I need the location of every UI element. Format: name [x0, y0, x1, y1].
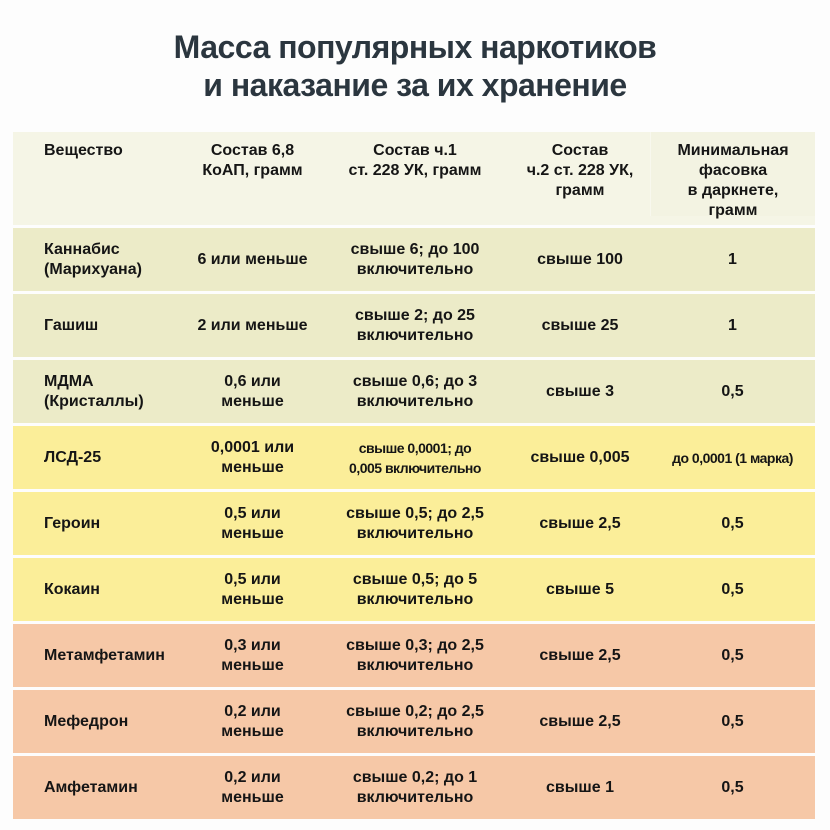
cell-uk1: свыше 0,6; до 3 включительно — [352, 372, 478, 410]
cell-uk1: свыше 0,2; до 1 включительно — [352, 768, 478, 806]
page-title: Масса популярных наркотиков и наказание … — [0, 28, 830, 104]
header-uk-part2: Состав ч.2 ст. 228 УК, грамм — [526, 142, 634, 199]
cell-koap: 0,5 или меньше — [221, 504, 284, 542]
table-row: Амфетамин 0,2 или меньше свыше 0,2; до 1… — [13, 756, 815, 819]
table-row: МДМА (Кристаллы) 0,6 или меньше свыше 0,… — [13, 360, 815, 423]
cell-substance: Амфетамин — [44, 778, 138, 796]
cell-koap: 6 или меньше — [197, 250, 308, 268]
cell-uk2: свыше 100 — [537, 250, 623, 268]
cell-uk2: свыше 2,5 — [539, 514, 621, 532]
cell-uk1: свыше 0,0001; до 0,005 включительно — [349, 439, 481, 476]
cell-uk1: свыше 6; до 100 включительно — [350, 240, 480, 278]
table-row: Кокаин 0,5 или меньше свыше 0,5; до 5 вк… — [13, 558, 815, 621]
cell-koap: 0,6 или меньше — [221, 372, 284, 410]
header-substance: Вещество — [44, 142, 123, 159]
cell-uk1: свыше 0,5; до 5 включительно — [352, 570, 478, 608]
cell-uk1: свыше 0,3; до 2,5 включительно — [346, 636, 484, 674]
header-koap: Состав 6,8 КоАП, грамм — [202, 142, 303, 179]
cell-darknet: 0,5 — [721, 382, 744, 400]
cell-koap: 0,5 или меньше — [221, 570, 284, 608]
cell-uk2: свыше 1 — [546, 778, 614, 796]
cell-darknet: 1 — [728, 316, 737, 334]
title-line-2: и наказание за их хранение — [203, 67, 627, 103]
cell-substance: ЛСД-25 — [44, 448, 102, 466]
cell-uk1: свыше 0,5; до 2,5 включительно — [346, 504, 484, 542]
cell-substance: МДМА (Кристаллы) — [44, 372, 144, 410]
cell-darknet: 0,5 — [721, 778, 744, 796]
cell-substance: Героин — [44, 514, 101, 532]
cell-darknet: до 0,0001 (1 марка) — [672, 449, 793, 466]
cell-koap: 0,3 или меньше — [221, 636, 284, 674]
cell-darknet: 0,5 — [721, 514, 744, 532]
title-line-1: Масса популярных наркотиков — [173, 29, 657, 65]
table-row: Гашиш 2 или меньше свыше 2; до 25 включи… — [13, 294, 815, 357]
cell-substance: Метамфетамин — [44, 646, 165, 664]
cell-uk2: свыше 5 — [546, 580, 614, 598]
table-row: Мефедрон 0,2 или меньше свыше 0,2; до 2,… — [13, 690, 815, 753]
cell-darknet: 0,5 — [721, 580, 744, 598]
cell-uk2: свыше 3 — [546, 382, 614, 400]
cell-uk2: свыше 0,005 — [530, 448, 630, 466]
cell-uk2: свыше 2,5 — [539, 646, 621, 664]
cell-uk1: свыше 2; до 25 включительно — [355, 306, 475, 344]
cell-substance: Гашиш — [44, 316, 99, 334]
cell-substance: Каннабис (Марихуана) — [44, 240, 142, 278]
header-darknet-min: Минимальная фасовка в даркнете, грамм — [650, 132, 815, 219]
cell-substance: Кокаин — [44, 580, 100, 598]
cell-uk2: свыше 2,5 — [539, 712, 621, 730]
drug-mass-table: Вещество Состав 6,8 КоАП, грамм Состав ч… — [13, 132, 815, 822]
cell-koap: 0,2 или меньше — [221, 702, 284, 740]
cell-uk2: свыше 25 — [541, 316, 619, 334]
cell-darknet: 0,5 — [721, 712, 744, 730]
table-row: Каннабис (Марихуана) 6 или меньше свыше … — [13, 228, 815, 291]
table-row: ЛСД-25 0,0001 или меньше свыше 0,0001; д… — [13, 426, 815, 489]
cell-koap: 0,0001 или меньше — [210, 438, 295, 476]
cell-uk1: свыше 0,2; до 2,5 включительно — [346, 702, 484, 740]
table-header-row: Вещество Состав 6,8 КоАП, грамм Состав ч… — [13, 132, 815, 225]
cell-darknet: 1 — [728, 250, 737, 268]
header-uk-part1: Состав ч.1 ст. 228 УК, грамм — [348, 142, 482, 179]
cell-darknet: 0,5 — [721, 646, 744, 664]
cell-koap: 0,2 или меньше — [221, 768, 284, 806]
table-row: Метамфетамин 0,3 или меньше свыше 0,3; д… — [13, 624, 815, 687]
table-row: Героин 0,5 или меньше свыше 0,5; до 2,5 … — [13, 492, 815, 555]
cell-koap: 2 или меньше — [197, 316, 308, 334]
cell-substance: Мефедрон — [44, 712, 129, 730]
